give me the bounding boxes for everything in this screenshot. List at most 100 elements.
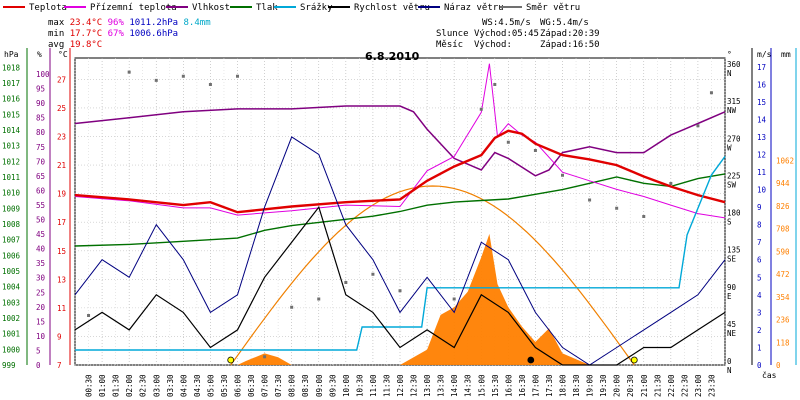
legend-item: Náraz větru — [418, 3, 504, 13]
stats-avg-row: avg 19.8°C — [48, 40, 102, 50]
legend-item: Směr větru — [500, 3, 580, 13]
legend-swatch — [166, 5, 188, 8]
min-label: min — [48, 29, 65, 39]
tick-time: 01:00 — [98, 374, 107, 397]
legend-label: Tlak — [256, 3, 278, 13]
tick-time: 23:30 — [707, 374, 716, 397]
tick-pct: 80 — [36, 128, 46, 137]
series-humidity — [74, 105, 726, 177]
tick-wm2: 118 — [776, 338, 790, 347]
tick-degc: 7 — [57, 361, 62, 370]
dir-point — [371, 272, 375, 276]
tick-time: 16:30 — [518, 374, 527, 397]
tick-ms: 14 — [757, 115, 767, 124]
tick-hpa: 1006 — [2, 251, 21, 260]
unit-deg: ° — [727, 50, 732, 59]
tick-time: 20:30 — [626, 374, 635, 397]
tick-hpa: 1009 — [2, 204, 20, 213]
tick-degc: 15 — [57, 247, 66, 256]
moonset-marker — [527, 356, 535, 364]
tick-ms: 1 — [757, 343, 762, 352]
tick-time: 16:00 — [504, 374, 513, 397]
tick-time: 15:00 — [477, 374, 486, 397]
tick-time: 07:00 — [261, 374, 270, 397]
dir-point — [181, 74, 185, 78]
tick-wm2: 590 — [776, 247, 790, 256]
tick-time: 14:00 — [450, 374, 459, 397]
wind-gust-avg: WG:5.4m/s — [540, 18, 589, 28]
tick-time: 13:00 — [423, 374, 432, 397]
tick-time: 00:30 — [85, 374, 94, 397]
tick-pct: 40 — [36, 245, 46, 254]
dir-point — [506, 140, 510, 144]
legend-item: Tlak — [230, 3, 278, 13]
tick-hpa: 1014 — [2, 126, 21, 135]
dir-point — [344, 281, 348, 284]
unit-mm: mm — [781, 50, 791, 59]
tick-hpa: 1011 — [2, 173, 20, 182]
tick-time: 09:30 — [328, 374, 337, 397]
min-pressure: 1006.6hPa — [129, 29, 179, 39]
dir-point — [696, 124, 700, 128]
tick-time: 09:00 — [315, 374, 324, 397]
tick-dir: SW — [727, 180, 737, 189]
tick-pct: 75 — [36, 143, 45, 152]
tick-deg: 45 — [727, 320, 736, 329]
tick-deg: 0 — [727, 357, 732, 366]
tick-dir: NW — [727, 106, 737, 115]
avg-temp: 19.8°C — [69, 40, 103, 50]
tick-time: 07:30 — [274, 374, 283, 397]
sunrise-marker — [227, 356, 235, 364]
tick-hpa: 1018 — [2, 63, 21, 72]
legend-label: Náraz větru — [444, 3, 504, 13]
tick-pct: 35 — [36, 259, 45, 268]
tick-pct: 0 — [36, 361, 41, 370]
tick-wm2: 1062 — [776, 156, 794, 165]
sun-label: Slunce — [436, 29, 469, 39]
series-temp — [74, 129, 726, 214]
series-ground-temp — [74, 63, 726, 219]
tick-time: 17:30 — [545, 374, 554, 397]
tick-time: 06:30 — [247, 374, 256, 397]
tick-hpa: 999 — [2, 361, 16, 370]
tick-deg: 90 — [727, 283, 737, 292]
tick-dir: W — [727, 143, 732, 152]
tick-hpa: 1017 — [2, 79, 20, 88]
stats-min-row: min 17.7°C 67% 1006.6hPa — [48, 29, 178, 39]
tick-hpa: 1002 — [2, 314, 20, 323]
tick-pct: 5 — [36, 346, 41, 355]
dir-point — [127, 70, 131, 74]
legend-item: Přízemní teplota — [64, 3, 177, 13]
legend-swatch — [500, 5, 522, 8]
legend-label: Rychlost větru — [354, 3, 430, 13]
dir-point — [154, 78, 158, 82]
tick-degc: 21 — [57, 161, 66, 170]
series-wind — [74, 205, 726, 366]
chart-title: 6.8.2010 — [365, 50, 420, 63]
moon-label: Měsíc — [436, 40, 464, 50]
tick-ms: 17 — [757, 63, 766, 72]
tick-pct: 55 — [36, 201, 45, 210]
dir-point — [452, 297, 456, 301]
tick-time: 06:00 — [234, 374, 243, 397]
legend-swatch — [418, 5, 440, 8]
tick-deg: 225 — [727, 171, 741, 180]
tick-degc: 17 — [57, 218, 66, 227]
tick-time: 17:00 — [531, 374, 540, 397]
tick-dir: E — [727, 292, 732, 301]
dir-point — [236, 74, 239, 78]
tick-deg: 135 — [727, 246, 741, 255]
dir-point — [317, 297, 321, 301]
tick-deg: 270 — [727, 134, 741, 143]
tick-pct: 70 — [36, 157, 46, 166]
tick-time: 02:30 — [139, 374, 148, 397]
tick-ms: 11 — [757, 168, 766, 177]
sun-row: Slunce Východ:05:45 — [436, 29, 539, 39]
tick-ms: 4 — [757, 291, 762, 300]
dir-point — [208, 83, 212, 86]
tick-time: 03:30 — [166, 374, 175, 397]
avg-label: avg — [48, 40, 65, 50]
min-humidity: 67% — [107, 29, 124, 39]
